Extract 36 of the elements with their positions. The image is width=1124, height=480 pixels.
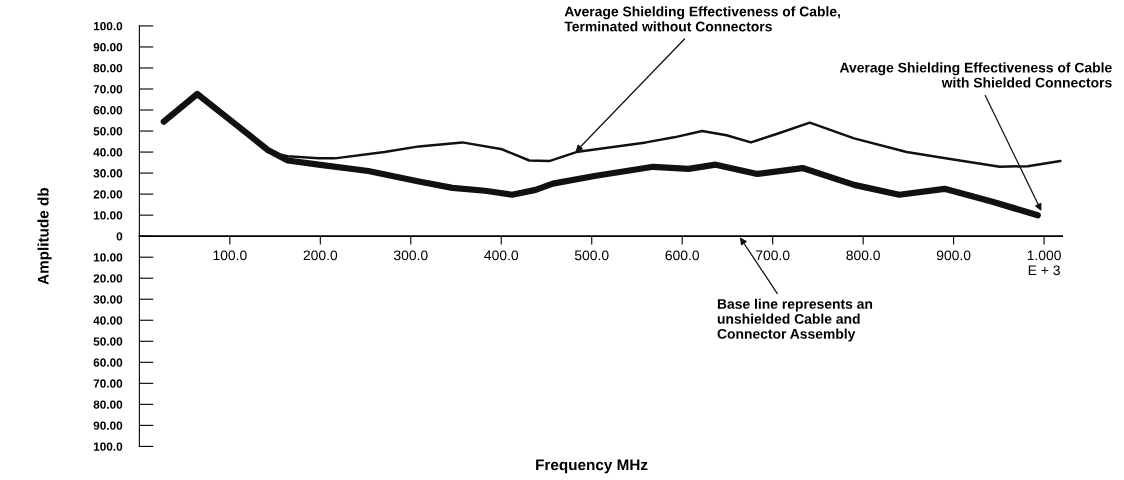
y-tick-label: 20.00 xyxy=(93,190,123,199)
y-tick-label: 30.00 xyxy=(93,295,123,304)
y-tick-label: 0 xyxy=(116,232,123,241)
x-tick-label: 800.0 xyxy=(846,250,880,261)
x-tick-label: 1.000 E + 3 xyxy=(1027,250,1061,276)
y-tick-label: 60.00 xyxy=(93,358,123,367)
y-tick-label: 70.00 xyxy=(93,85,123,94)
x-tick-label: 400.0 xyxy=(484,250,519,261)
x-axis-title: Frequency MHz xyxy=(536,459,648,474)
x-tick-label: 900.0 xyxy=(936,250,971,261)
y-tick-label: 80.00 xyxy=(93,64,123,73)
y-axis-title: Amplitude db xyxy=(37,187,52,285)
y-tick-label: 40.00 xyxy=(93,148,123,157)
x-tick-label: 600.0 xyxy=(665,250,700,261)
annotation: Base line represents an unshielded Cable and Connector Assembly xyxy=(717,298,873,342)
y-tick-label: 100.0 xyxy=(93,21,123,31)
y-tick-label: 100.0 xyxy=(93,442,123,451)
y-tick-label: 80.00 xyxy=(93,400,123,409)
y-tick-label: 70.00 xyxy=(93,379,123,388)
annotation: Average Shielding Effectiveness of Cable with Shielded Connectors xyxy=(839,62,1112,88)
x-tick-label: 300.0 xyxy=(393,250,428,261)
x-tick-label: 100.0 xyxy=(213,250,247,261)
y-tick-label: 20.00 xyxy=(93,274,123,283)
y-tick-label: 10.00 xyxy=(93,253,123,262)
y-tick-label: 40.00 xyxy=(93,316,123,325)
x-tick-label: 700.0 xyxy=(756,250,790,261)
y-tick-label: 90.00 xyxy=(93,421,123,430)
y-tick-label: 10.00 xyxy=(93,211,123,220)
x-tick-label: 200.0 xyxy=(303,250,338,261)
x-tick-label: 500.0 xyxy=(574,250,609,261)
y-tick-label: 90.00 xyxy=(93,42,123,52)
annotation: Average Shielding Effectiveness of Cable, Terminated without Connectors xyxy=(564,6,840,32)
y-tick-label: 30.00 xyxy=(93,169,123,178)
y-tick-label: 60.00 xyxy=(93,106,123,115)
y-tick-label: 50.00 xyxy=(93,127,123,136)
y-tick-label: 50.00 xyxy=(93,337,123,346)
